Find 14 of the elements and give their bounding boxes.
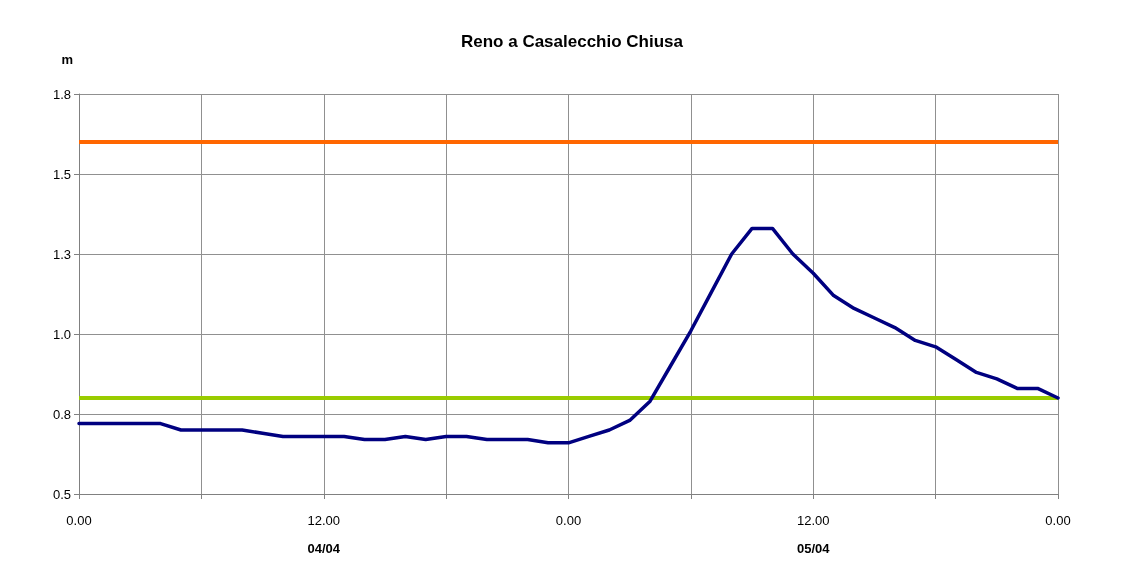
x-tick-label: 0.00 xyxy=(555,512,582,528)
y-tick-label: 1.8 xyxy=(52,86,71,102)
line-series xyxy=(77,226,1060,445)
y-tick-label: 0.8 xyxy=(52,406,71,422)
y-tick-label: 1.3 xyxy=(52,246,71,262)
x-tick-label: 0.00 xyxy=(66,512,92,528)
y-axis-title: m xyxy=(61,52,73,67)
y-tick-label: 0.5 xyxy=(52,486,71,502)
y-tick-label: 1.5 xyxy=(52,166,71,182)
chart-title: Reno a Casalecchio Chiusa xyxy=(460,32,684,51)
x-tick-label: 12.00 04/04 xyxy=(307,512,341,556)
x-tick-label: 0.00 xyxy=(1045,512,1071,528)
y-tick-label: 1.0 xyxy=(52,326,71,342)
x-tick-label: 12.00 05/04 xyxy=(796,512,831,556)
